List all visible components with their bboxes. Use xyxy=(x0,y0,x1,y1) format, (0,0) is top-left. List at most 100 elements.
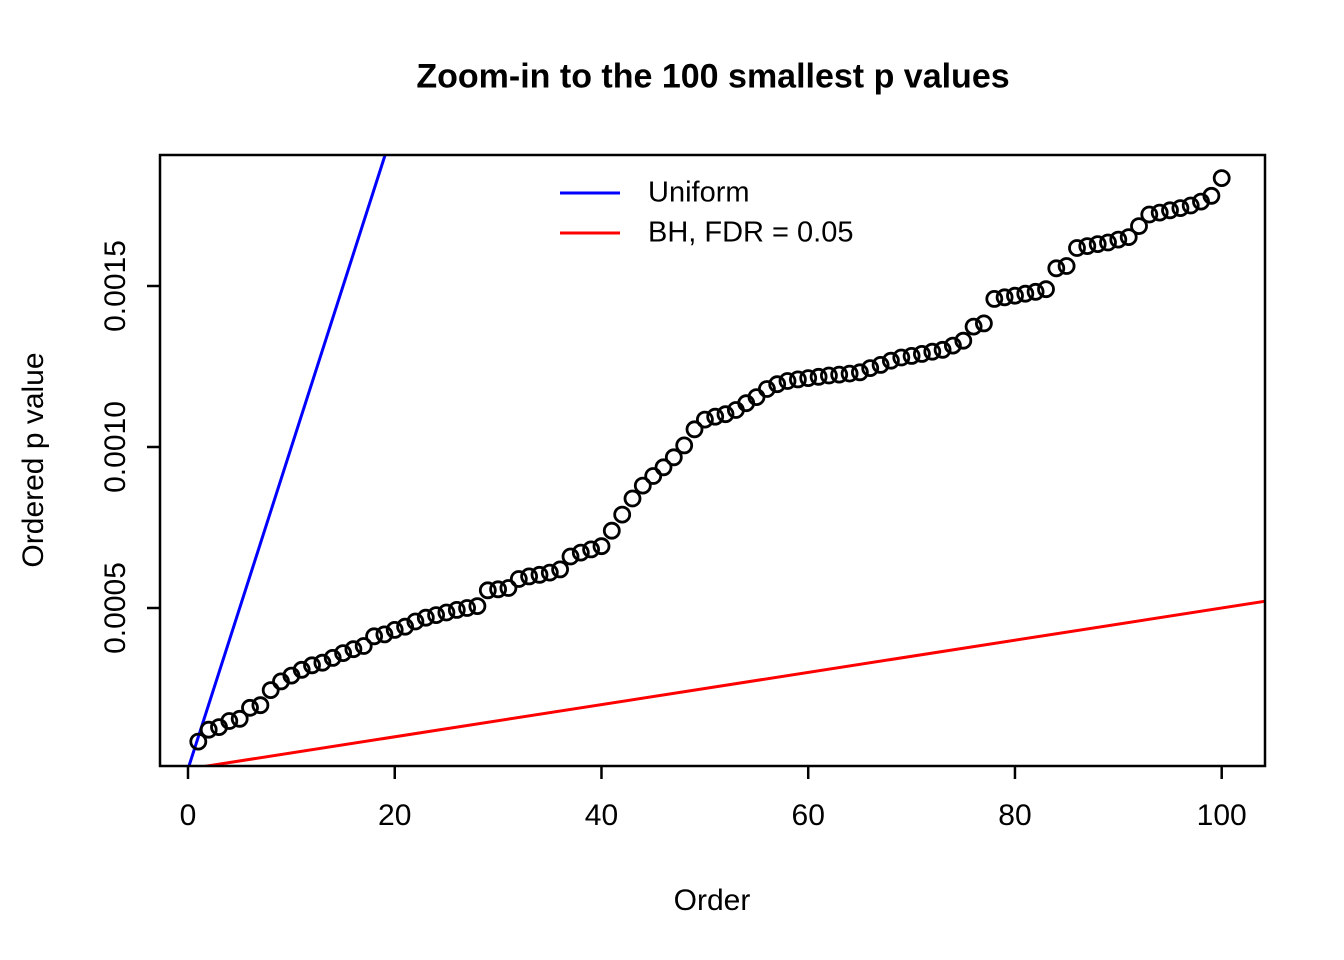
data-point xyxy=(1140,205,1159,224)
data-point xyxy=(344,640,363,659)
data-point xyxy=(447,601,466,619)
data-point xyxy=(664,448,683,467)
data-point xyxy=(1088,235,1107,254)
data-point xyxy=(1130,217,1148,236)
x-tick-label: 0 xyxy=(179,799,197,832)
line-uniform xyxy=(187,155,387,766)
data-point xyxy=(809,367,828,386)
data-point xyxy=(913,344,931,363)
data-point xyxy=(489,580,508,599)
data-point xyxy=(520,567,538,586)
data-point xyxy=(706,407,725,426)
data-point xyxy=(468,597,487,615)
data-point xyxy=(1150,203,1169,222)
data-point xyxy=(871,355,890,374)
legend-label-bh-fdr: BH, FDR = 0.05 xyxy=(648,216,854,249)
data-point xyxy=(582,540,600,559)
data-point xyxy=(241,698,259,717)
data-point xyxy=(778,372,797,390)
plot-border xyxy=(158,153,1267,768)
data-point xyxy=(561,547,580,566)
y-tick-label: 0.0015 xyxy=(99,240,132,332)
data-point xyxy=(251,696,270,715)
data-point xyxy=(861,359,880,378)
data-point xyxy=(696,410,714,429)
data-point xyxy=(1068,239,1086,257)
data-point xyxy=(303,656,321,675)
data-point xyxy=(985,289,1004,308)
data-point xyxy=(1047,259,1066,278)
data-point xyxy=(292,660,311,679)
data-point xyxy=(716,405,735,424)
data-point xyxy=(644,467,663,485)
data-point xyxy=(892,348,911,367)
data-point xyxy=(199,720,218,739)
data-point xyxy=(571,543,590,562)
data-point xyxy=(840,364,859,383)
x-tick-label: 60 xyxy=(791,799,825,832)
data-point xyxy=(1109,230,1128,249)
data-point xyxy=(1057,257,1076,275)
data-point xyxy=(509,570,528,588)
data-point xyxy=(1119,228,1138,247)
data-point xyxy=(995,288,1014,307)
data-point xyxy=(789,370,807,389)
data-point xyxy=(1171,199,1190,218)
data-point xyxy=(365,627,384,646)
data-point xyxy=(1161,201,1179,220)
data-point xyxy=(758,380,776,398)
data-point xyxy=(406,612,425,631)
data-point xyxy=(613,505,632,524)
data-point xyxy=(602,521,621,540)
legend-label-uniform: Uniform xyxy=(648,176,750,209)
data-point xyxy=(1016,284,1035,303)
x-tick-label: 80 xyxy=(998,799,1032,832)
data-point xyxy=(220,712,239,730)
data-point xyxy=(623,489,642,508)
x-tick-label: 100 xyxy=(1196,799,1247,832)
data-point xyxy=(416,608,435,627)
data-point xyxy=(1006,286,1024,305)
data-point xyxy=(1181,196,1200,215)
data-point xyxy=(975,314,993,333)
y-tick-label: 0.0005 xyxy=(99,562,132,654)
data-point xyxy=(675,436,694,455)
data-point xyxy=(437,603,456,622)
data-point xyxy=(427,606,446,624)
data-point xyxy=(1202,186,1221,205)
scatter-points xyxy=(189,169,1231,751)
data-point xyxy=(799,369,818,388)
x-axis-label: Order xyxy=(673,884,751,917)
data-point xyxy=(820,366,838,385)
legend-swatches xyxy=(560,191,620,235)
data-point xyxy=(633,476,652,495)
data-point xyxy=(313,653,332,672)
data-point xyxy=(540,563,559,582)
data-point xyxy=(685,420,704,439)
line-bh-fdr-0-05 xyxy=(197,599,1265,766)
data-point xyxy=(375,625,394,644)
data-point xyxy=(902,346,921,365)
data-point xyxy=(1037,280,1055,299)
data-point xyxy=(396,617,415,636)
data-point xyxy=(933,340,952,359)
data-point xyxy=(530,565,549,584)
data-point xyxy=(654,458,673,477)
data-point xyxy=(1212,169,1231,188)
chart-title: Zoom-in to the 100 smallest p values xyxy=(416,57,1010,96)
data-point xyxy=(230,709,249,728)
data-point xyxy=(944,336,962,355)
reference-lines xyxy=(187,155,1265,766)
y-tick-label: 0.0010 xyxy=(99,401,132,493)
data-point xyxy=(768,375,787,394)
data-point xyxy=(458,599,477,617)
data-point xyxy=(551,560,569,579)
data-point xyxy=(882,351,900,370)
data-point xyxy=(851,363,869,382)
data-point xyxy=(261,681,280,699)
data-point xyxy=(830,365,849,384)
data-point xyxy=(592,537,611,556)
y-axis-label: Ordered p value xyxy=(17,352,50,568)
data-point xyxy=(385,621,404,639)
